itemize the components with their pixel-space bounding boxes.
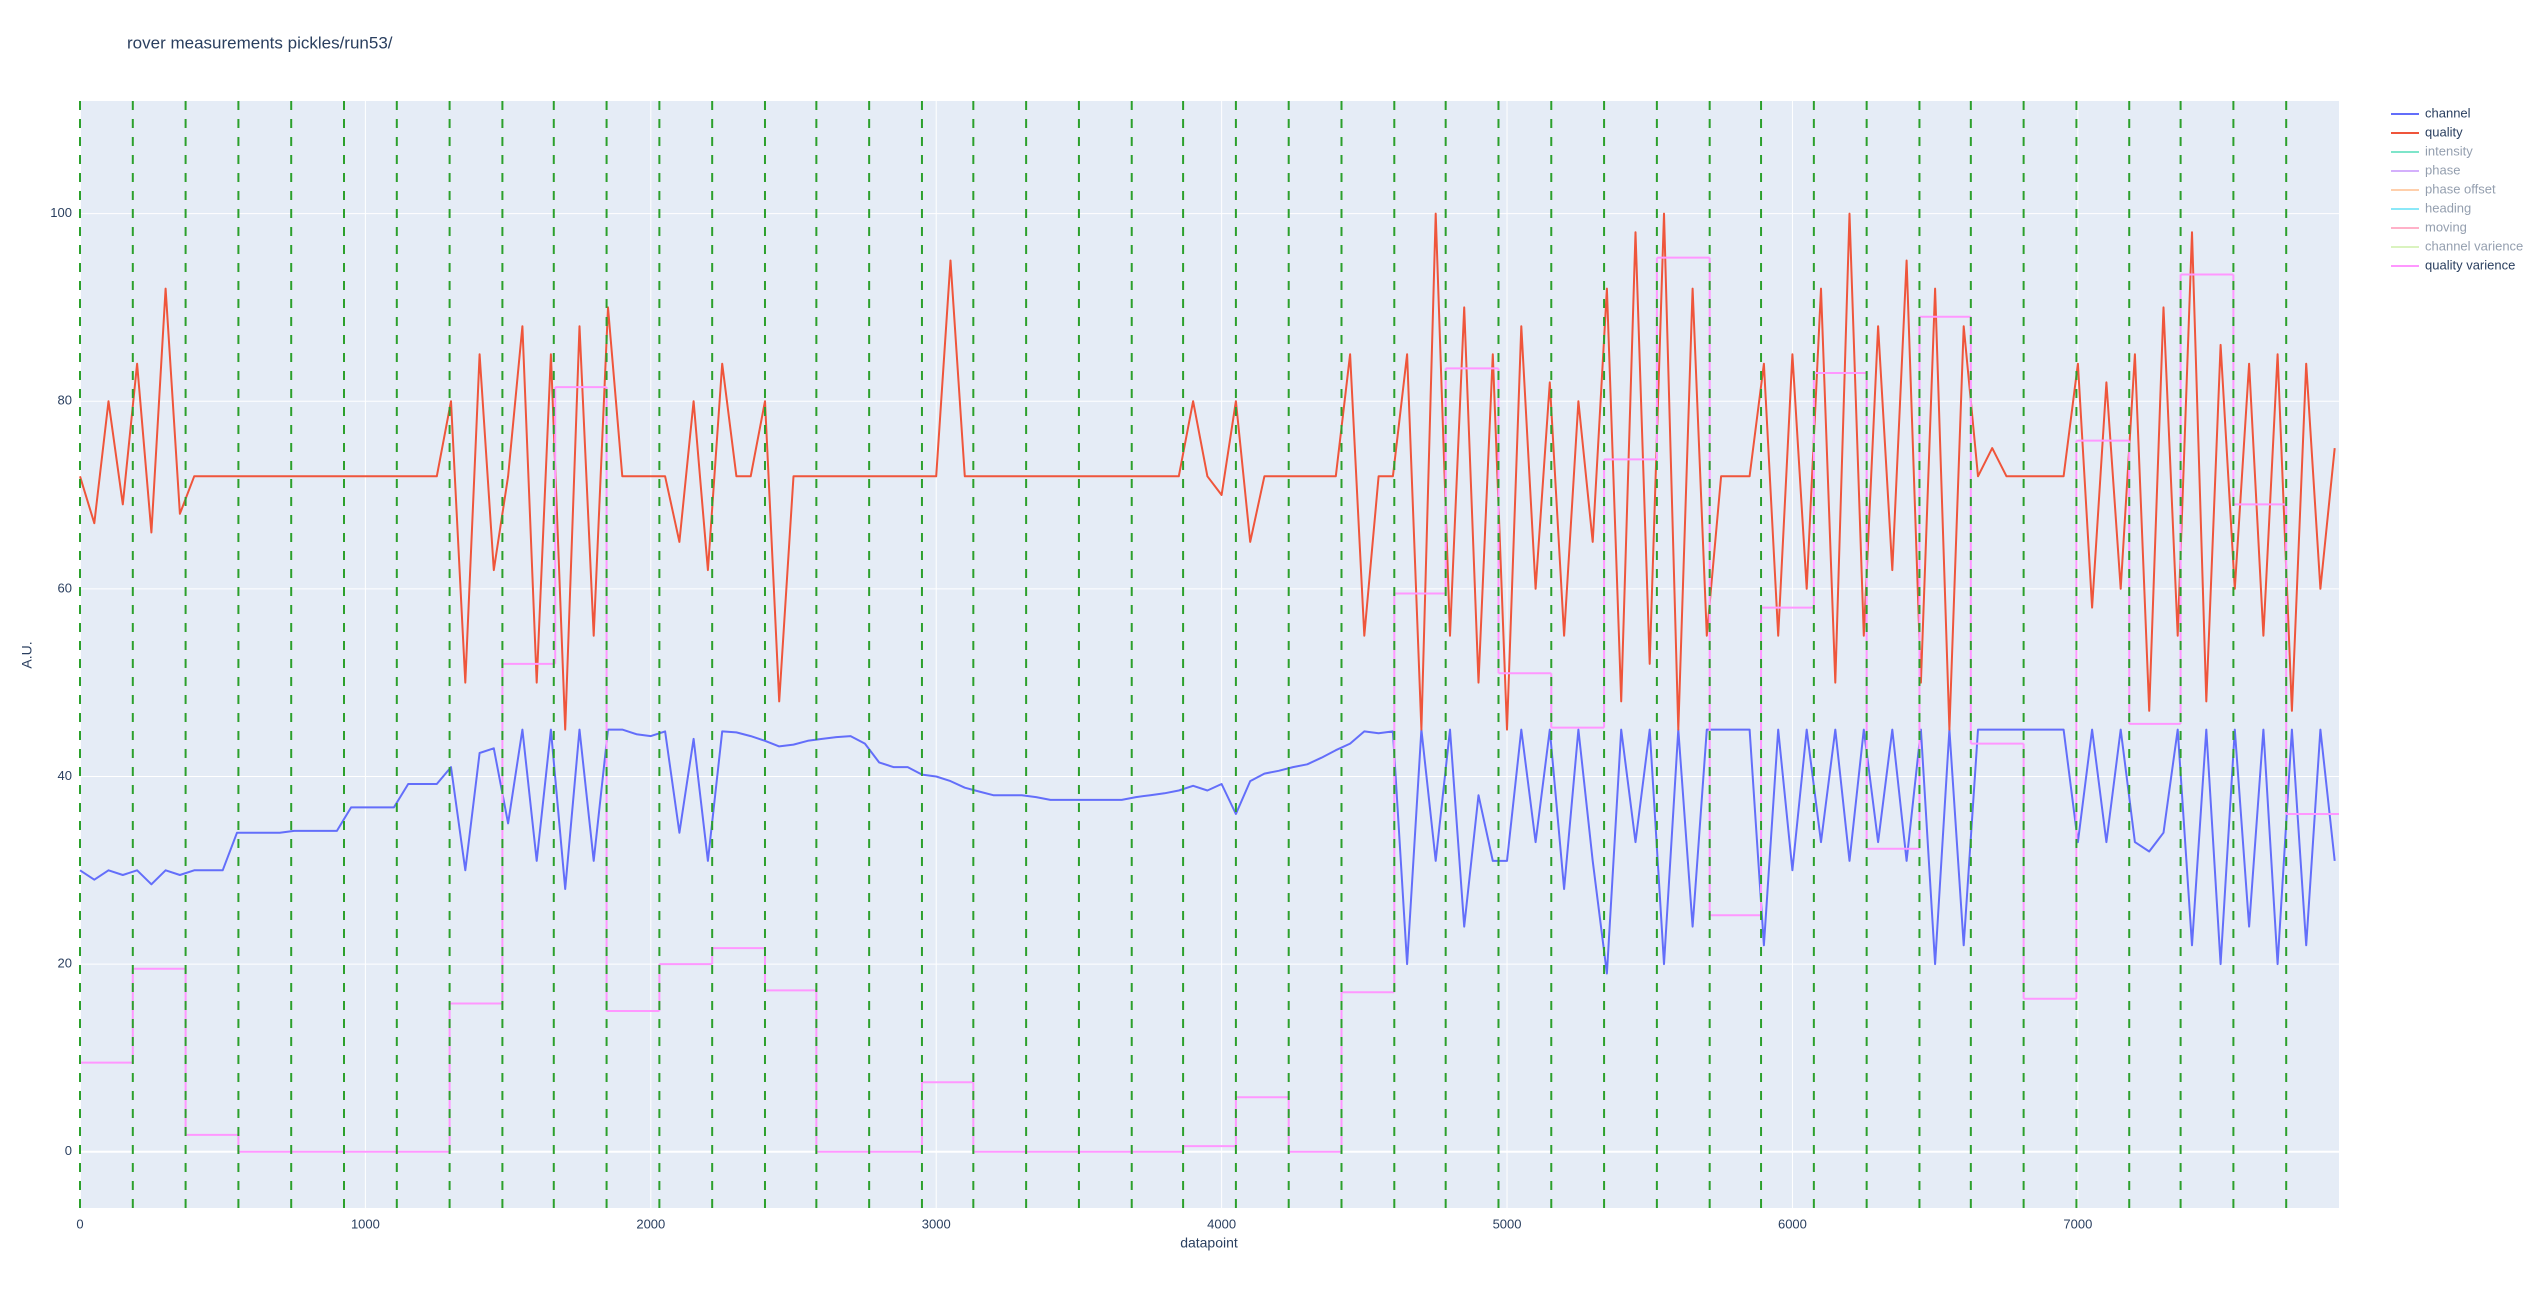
- legend-item[interactable]: intensity: [2391, 143, 2473, 158]
- series-line: [79, 212, 2336, 731]
- x-tick-label: 1000: [351, 1216, 380, 1231]
- legend-label: quality varience: [2425, 257, 2515, 272]
- y-tick-label: 60: [58, 580, 72, 595]
- x-tick-label: 6000: [1778, 1216, 1807, 1231]
- legend-item[interactable]: phase offset: [2391, 181, 2496, 196]
- legend-item[interactable]: channel varience: [2391, 238, 2523, 253]
- legend-item[interactable]: phase: [2391, 162, 2460, 177]
- plot-area: [80, 101, 2339, 1208]
- x-axis-title: datapoint: [1180, 1235, 1238, 1251]
- legend-label: channel varience: [2425, 238, 2523, 253]
- chart-title: rover measurements pickles/run53/: [127, 33, 393, 52]
- series-line: [79, 728, 2336, 975]
- x-tick-label: 2000: [636, 1216, 665, 1231]
- legend-label: moving: [2425, 219, 2467, 234]
- y-tick-label: 100: [50, 205, 72, 220]
- legend-label: heading: [2425, 200, 2471, 215]
- y-tick-label: 80: [58, 393, 72, 408]
- legend-label: phase: [2425, 162, 2460, 177]
- y-tick-label: 20: [58, 956, 72, 971]
- legend-item[interactable]: moving: [2391, 219, 2467, 234]
- legend-item[interactable]: channel: [2391, 105, 2471, 120]
- legend-label: quality: [2425, 124, 2463, 139]
- legend-label: phase offset: [2425, 181, 2496, 196]
- x-tick-label: 5000: [1493, 1216, 1522, 1231]
- x-tick-label: 7000: [2063, 1216, 2092, 1231]
- y-axis-title: A.U.: [19, 641, 35, 668]
- legend-label: channel: [2425, 105, 2471, 120]
- x-tick-label: 4000: [1207, 1216, 1236, 1231]
- x-tick-label: 3000: [922, 1216, 951, 1231]
- legend-item[interactable]: quality: [2391, 124, 2463, 139]
- x-tick-label: 0: [76, 1216, 83, 1231]
- legend-item[interactable]: quality varience: [2391, 257, 2515, 272]
- y-tick-label: 0: [65, 1143, 72, 1158]
- legend-item[interactable]: heading: [2391, 200, 2471, 215]
- legend-label: intensity: [2425, 143, 2473, 158]
- y-tick-label: 40: [58, 768, 72, 783]
